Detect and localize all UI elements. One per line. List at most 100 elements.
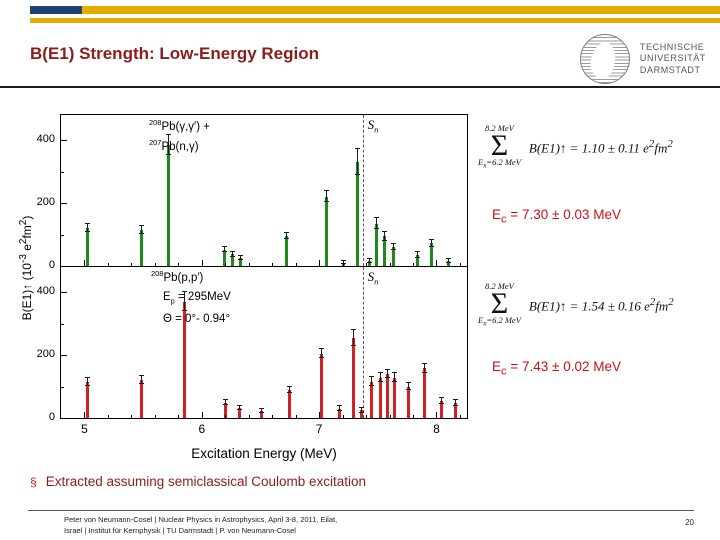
error-bar bbox=[343, 261, 345, 265]
error-bar bbox=[238, 406, 240, 410]
error-bar-cap bbox=[259, 411, 265, 413]
error-bar bbox=[384, 231, 386, 241]
data-bar bbox=[359, 410, 363, 418]
error-bar-cap bbox=[384, 377, 390, 379]
x-axis-minor-tick bbox=[459, 263, 461, 266]
error-bar-cap bbox=[236, 405, 242, 407]
top-accent-bar-2 bbox=[30, 18, 720, 23]
error-bar-cap bbox=[350, 344, 356, 346]
title-divider bbox=[0, 86, 720, 88]
x-axis-tick bbox=[201, 412, 203, 418]
data-bar bbox=[375, 223, 379, 266]
x-axis-minor-tick bbox=[413, 263, 415, 266]
error-bar-cap bbox=[85, 377, 91, 379]
be1-strength-chart: B(E1)↑ (10-3 e2fm2) 0 200 400 208Pb(γ,γ′) +… bbox=[8, 106, 478, 462]
logo-wordmark: TECHNISCHE UNIVERSITÄT DARMSTADT bbox=[640, 42, 706, 77]
plot-area: 0 200 400 208Pb(γ,γ′) + 207Pb(n,γ) Sn 0 200 400… bbox=[37, 114, 468, 436]
error-bar bbox=[231, 251, 233, 257]
x-axis-minor-tick bbox=[248, 415, 250, 418]
error-bar-cap bbox=[139, 375, 145, 377]
error-bar-cap bbox=[438, 396, 444, 398]
error-bar-cap bbox=[390, 242, 396, 244]
error-bar-cap bbox=[85, 223, 91, 225]
error-bar-cap bbox=[429, 238, 435, 240]
error-bar-cap bbox=[85, 231, 91, 233]
sum-lower-limit: Ex=6.2 MeV bbox=[478, 315, 521, 328]
top-accent-chip bbox=[30, 6, 82, 14]
error-bar-cap bbox=[445, 262, 451, 264]
error-bar-cap bbox=[139, 383, 145, 385]
y-tick-label: 200 bbox=[36, 348, 55, 361]
error-bar bbox=[289, 387, 291, 394]
x-axis-tick bbox=[84, 412, 86, 418]
error-bar-cap bbox=[350, 328, 356, 330]
centroid-energy-1: Ec = 7.30 ± 0.03 MeV bbox=[492, 207, 621, 226]
y-tick-label: 200 bbox=[36, 196, 55, 209]
error-bar-cap bbox=[415, 251, 421, 253]
x-tick-label: 8 bbox=[433, 422, 440, 436]
x-axis-minor-tick bbox=[295, 263, 297, 266]
error-bar bbox=[424, 363, 426, 374]
x-axis-tick bbox=[436, 260, 438, 266]
x-tick-label: 7 bbox=[315, 422, 323, 436]
x-tick-label: 6 bbox=[198, 422, 206, 436]
error-bar-cap bbox=[323, 190, 329, 192]
data-bar bbox=[356, 162, 360, 266]
top-accent-bar-1 bbox=[30, 6, 720, 14]
bullet-line: § Extracted assuming semiclassical Coulo… bbox=[30, 474, 366, 489]
data-bar bbox=[182, 301, 186, 418]
error-bar-cap bbox=[229, 250, 235, 252]
error-bar-cap bbox=[358, 406, 364, 408]
error-bar-cap bbox=[336, 405, 342, 407]
x-axis-minor-tick bbox=[389, 415, 391, 418]
data-bar bbox=[351, 337, 355, 418]
data-bar bbox=[239, 258, 243, 266]
error-bar bbox=[320, 348, 322, 359]
x-axis-minor-tick bbox=[342, 263, 344, 266]
error-bar bbox=[371, 377, 373, 387]
error-bar-cap bbox=[452, 405, 458, 407]
formula-body: B(E1)↑ = 1.10 ± 0.11 e2fm2 bbox=[528, 137, 673, 156]
error-bar-cap bbox=[283, 238, 289, 240]
y-axis-tick bbox=[61, 291, 67, 293]
x-axis-minor-tick bbox=[459, 415, 461, 418]
error-bar-cap bbox=[374, 216, 380, 218]
x-axis-minor-tick bbox=[413, 415, 415, 418]
footer: Peter von Neumann-Cosel | Nuclear Physic… bbox=[64, 514, 337, 536]
error-bar bbox=[454, 399, 456, 407]
error-bar bbox=[440, 397, 442, 404]
error-bar-cap bbox=[181, 310, 187, 312]
proton-scattering-panel: 0 200 400 5 6 7 8 208Pb(p,p′) Ep = 295MeV Θ = 0°-… bbox=[37, 266, 468, 436]
error-bar-cap bbox=[377, 381, 383, 383]
error-bar bbox=[338, 406, 340, 412]
data-bar bbox=[223, 402, 227, 418]
panel-annotation: 208Pb(γ,γ′) + bbox=[149, 118, 210, 133]
logo-line-2: UNIVERSITÄT bbox=[639, 53, 706, 64]
error-bar-cap bbox=[238, 255, 244, 257]
error-bar bbox=[352, 329, 354, 346]
data-bar bbox=[439, 400, 443, 418]
data-bar bbox=[324, 196, 328, 266]
error-bar-cap bbox=[384, 368, 390, 370]
x-axis-minor-tick bbox=[389, 263, 391, 266]
y-tick-label: 0 bbox=[48, 259, 55, 271]
x-axis-minor-tick bbox=[178, 415, 180, 418]
error-bar-cap bbox=[341, 263, 347, 265]
data-bar bbox=[86, 381, 90, 418]
page-title: B(E1) Strength: Low-Energy Region bbox=[30, 44, 319, 63]
data-bar bbox=[392, 377, 396, 418]
footer-line-1: Peter von Neumann-Cosel | Nuclear Physic… bbox=[64, 515, 338, 524]
x-axis-minor-tick bbox=[131, 415, 133, 418]
x-tick-label: 5 bbox=[81, 422, 88, 436]
data-bar bbox=[446, 261, 450, 266]
sn-threshold-label: Sn bbox=[367, 269, 379, 287]
data-bar bbox=[416, 255, 420, 266]
error-bar-cap bbox=[367, 258, 373, 260]
error-bar-cap bbox=[222, 404, 228, 406]
sum-upper-limit: 8.2 MeV bbox=[485, 123, 514, 133]
sigma-icon: Σ bbox=[490, 128, 509, 162]
error-bar-cap bbox=[438, 402, 444, 404]
y-tick-label: 400 bbox=[36, 133, 55, 146]
x-axis-minor-tick bbox=[107, 263, 109, 266]
centroid-energy-2: Ec = 7.43 ± 0.02 MeV bbox=[492, 359, 621, 378]
